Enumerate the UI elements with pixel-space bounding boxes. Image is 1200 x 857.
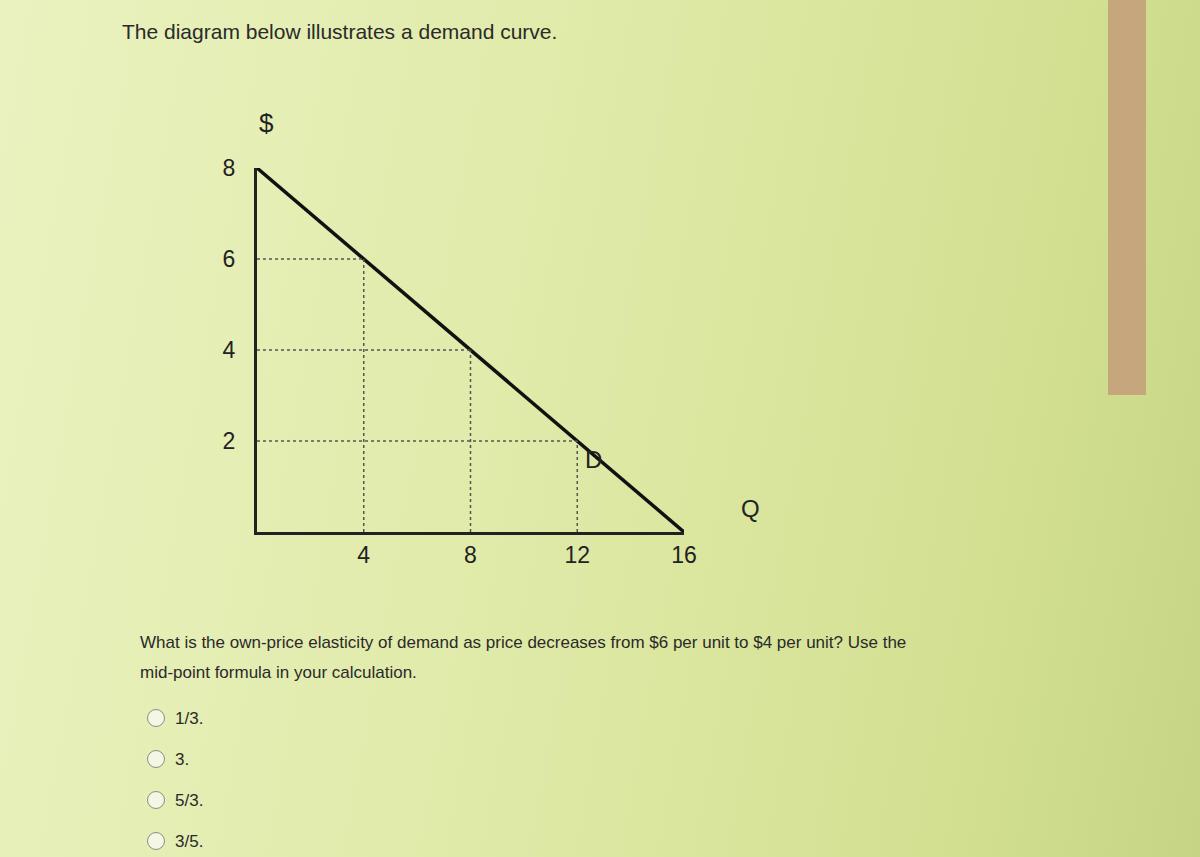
svg-text:2: 2	[223, 428, 236, 454]
svg-text:6: 6	[223, 246, 236, 272]
svg-text:8: 8	[464, 542, 477, 568]
html-text:3/5.: 3/5.	[175, 832, 204, 851]
html-text:1/3.: 1/3.	[175, 709, 204, 728]
svg-text:12: 12	[564, 542, 590, 568]
html-text:3.: 3.	[175, 750, 190, 769]
svg-text:Q: Q	[741, 495, 760, 522]
svg-text:D: D	[585, 446, 602, 473]
svg-text:16: 16	[671, 542, 697, 568]
svg-text:4: 4	[223, 337, 236, 363]
svg-text:$: $	[259, 108, 274, 138]
svg-text:4: 4	[357, 542, 370, 568]
svg-text:8: 8	[223, 155, 236, 181]
html-text:5/3.: 5/3.	[175, 791, 204, 810]
html-text:The diagram below illustrates: The diagram below illustrates a demand c…	[122, 20, 558, 43]
html-text:What is the own-price elastici: What is the own-price elasticity of dema…	[140, 633, 907, 682]
